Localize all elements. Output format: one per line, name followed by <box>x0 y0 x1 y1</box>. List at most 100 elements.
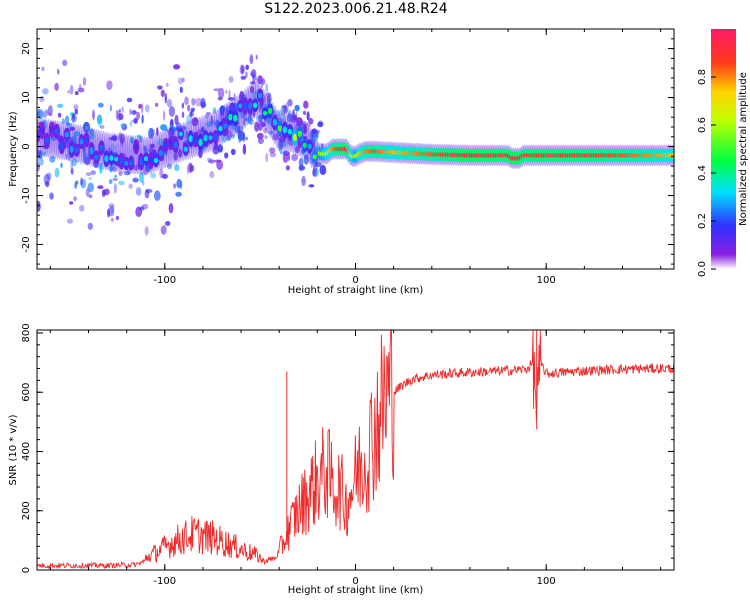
speckle-mark <box>110 143 115 152</box>
speckle-mark <box>108 136 113 141</box>
speckle-mark <box>153 190 161 201</box>
ridge-core-mark <box>228 113 233 121</box>
colorbar-tick-label: 0.8 <box>697 69 708 85</box>
ridge-core-mark <box>193 136 198 143</box>
colorbar-tick-label: 0.4 <box>697 165 708 181</box>
speckle-mark <box>109 104 112 112</box>
ridge-core-mark <box>54 128 59 135</box>
speckle-mark <box>106 80 113 90</box>
speckle-mark <box>78 84 82 90</box>
speckle-mark <box>141 114 144 124</box>
speckle-mark <box>114 174 118 178</box>
ridge-core-mark <box>267 107 273 115</box>
speckle-mark <box>80 177 83 186</box>
ridge-core-mark <box>37 133 40 139</box>
ridge-core-mark <box>59 141 64 150</box>
speckle-mark <box>303 110 306 115</box>
speckle-mark <box>145 188 153 193</box>
y-tick-label: 0 <box>21 143 32 149</box>
ridge-core-mark <box>129 160 134 166</box>
speckle-mark <box>157 85 163 90</box>
speckle-mark <box>208 159 215 164</box>
speckle-mark <box>227 97 235 101</box>
speckle-mark <box>38 150 43 160</box>
speckle-mark <box>225 89 228 94</box>
speckle-mark <box>308 117 314 125</box>
speckle-mark <box>135 187 142 196</box>
speckle-mark <box>195 97 203 107</box>
speckle-mark <box>306 122 311 127</box>
speckle-mark <box>129 120 133 127</box>
speckle-mark <box>181 102 185 109</box>
speckle-mark <box>213 88 220 92</box>
speckle-mark <box>201 126 205 133</box>
speckle-mark <box>303 154 309 165</box>
speckle-mark <box>148 147 153 153</box>
speckle-mark <box>132 177 139 183</box>
speckle-mark <box>37 162 40 172</box>
speckle-mark <box>168 203 174 214</box>
speckle-mark <box>217 96 223 101</box>
speckle-mark <box>144 226 149 236</box>
speckle-mark <box>67 126 75 132</box>
speckle-mark <box>175 191 182 197</box>
speckle-mark <box>319 164 327 176</box>
speckle-mark <box>118 108 121 113</box>
speckle-mark <box>120 137 124 148</box>
speckle-mark <box>312 133 317 143</box>
speckle-mark <box>70 167 74 175</box>
speckle-mark <box>244 117 248 122</box>
speckle-mark <box>293 114 297 121</box>
speckle-mark <box>113 183 117 194</box>
ridge-core-mark <box>178 131 183 137</box>
speckle-mark <box>173 152 178 161</box>
speckle-mark <box>204 114 210 119</box>
ridge-core-mark <box>248 102 253 110</box>
colorbar-tick-label: 0.0 <box>697 261 708 277</box>
speckle-mark <box>70 160 74 169</box>
y-tick-label: -20 <box>21 236 32 252</box>
ridge-core-mark <box>99 144 104 151</box>
colorbar-label: Normalized spectral amplitude <box>738 72 749 226</box>
ridge-core-mark <box>89 147 94 155</box>
ridge-core-mark <box>208 135 213 141</box>
speckle-mark <box>209 171 215 179</box>
y-tick-label: 200 <box>21 501 32 520</box>
speckle-mark <box>150 172 157 179</box>
ridge-core-mark <box>138 158 144 166</box>
speckle-mark <box>191 98 196 106</box>
ridge-core-mark <box>74 147 79 153</box>
x-tick-label: -100 <box>153 275 176 286</box>
speckle-mark <box>268 130 275 135</box>
speckle-mark <box>79 204 85 212</box>
ridge-core-mark <box>253 102 258 109</box>
speckle-mark <box>185 130 189 139</box>
speckle-mark <box>168 127 175 138</box>
spectrogram-xlabel: Height of straight line (km) <box>288 285 424 296</box>
speckle-mark <box>129 108 132 116</box>
speckle-mark <box>167 163 172 170</box>
speckle-mark <box>174 164 180 172</box>
speckle-mark <box>164 93 167 104</box>
speckle-mark <box>179 180 183 190</box>
speckle-mark <box>301 175 306 187</box>
speckle-mark <box>72 113 76 120</box>
speckle-mark <box>126 97 133 103</box>
ridge-core-mark <box>153 157 159 164</box>
speckle-mark <box>186 114 193 125</box>
speckle-mark <box>139 206 145 211</box>
speckle-mark <box>284 102 289 113</box>
speckle-mark <box>67 90 70 94</box>
speckle-mark <box>229 124 236 130</box>
speckle-mark <box>308 184 315 188</box>
speckle-mark <box>50 105 53 114</box>
speckle-mark <box>82 152 86 164</box>
ridge-core-mark <box>134 143 139 150</box>
spectrogram-ylabel: Frequency (Hz) <box>8 111 19 187</box>
speckle-mark <box>269 147 276 154</box>
speckle-mark <box>112 166 117 172</box>
speckle-mark <box>181 77 185 83</box>
ridge-core-mark <box>257 92 263 99</box>
